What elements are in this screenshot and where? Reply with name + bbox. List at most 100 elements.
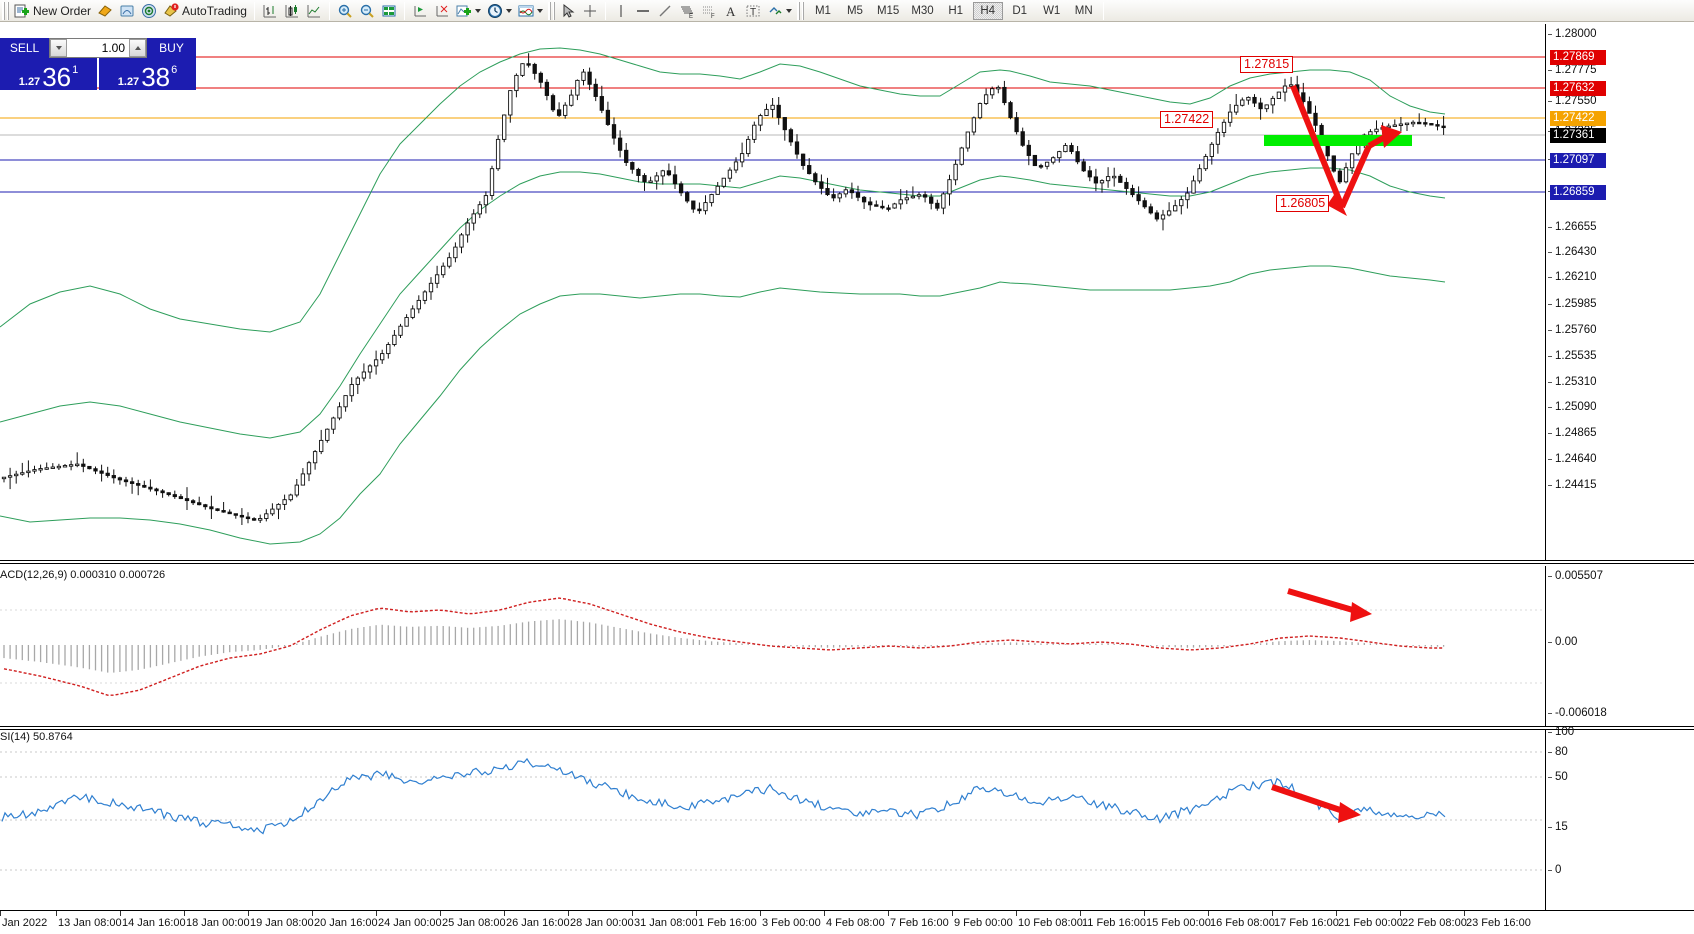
timeframe-m1[interactable]: M1 <box>814 4 831 17</box>
new-order-label: New Order <box>33 3 92 18</box>
fibonacci-icon[interactable]: E <box>676 1 698 21</box>
autotrading-icon[interactable]: AutoTrading <box>160 1 250 21</box>
macd-histogram <box>3 619 1445 673</box>
timeframe-m5[interactable]: M5 <box>846 4 863 17</box>
price-chart-svg <box>0 47 1545 545</box>
signals-icon[interactable] <box>138 1 160 21</box>
buy-price-big: 38 <box>141 62 171 92</box>
buy-price-prefix: 1.27 <box>117 76 140 88</box>
macd-tick-0: 0.005507 <box>1548 570 1603 582</box>
time-label-23: 23 Feb 16:00 <box>1466 917 1531 929</box>
chevron-down-icon-2[interactable] <box>505 8 512 13</box>
periods-icon[interactable] <box>484 1 515 21</box>
sell-price-display[interactable]: 1.27 36 1 <box>0 58 97 90</box>
horizontal-line-icon[interactable] <box>632 1 654 21</box>
crosshair-icon[interactable] <box>579 1 601 21</box>
metaeditor-icon[interactable] <box>94 1 116 21</box>
objects-list-icon[interactable] <box>764 1 795 21</box>
timeframe-w1[interactable]: W1 <box>1043 4 1061 17</box>
annotation-low[interactable]: 1.26805 <box>1276 195 1330 212</box>
sell-price-fraction: 1 <box>72 64 79 76</box>
chevron-down-icon[interactable] <box>474 8 481 13</box>
zoom-in-icon[interactable] <box>334 1 356 21</box>
time-label-12: 3 Feb 00:00 <box>762 917 821 929</box>
time-tick-5 <box>312 911 313 916</box>
main-toolbar: New Order AutoTrading <box>0 0 1694 22</box>
price-level-label-1.27097[interactable]: 1.27097 <box>1550 153 1606 168</box>
volume-decrease-button[interactable] <box>50 39 67 57</box>
time-tick-6 <box>376 911 377 916</box>
svg-text:E: E <box>689 14 693 19</box>
price-tick-12: 1.25310 <box>1548 376 1597 388</box>
time-tick-12 <box>760 911 761 916</box>
macd-tick-1: 0.00 <box>1548 636 1577 648</box>
annotation-mid[interactable]: 1.27422 <box>1160 111 1214 128</box>
time-label-7: 25 Jan 08:00 <box>442 917 506 929</box>
timeframe-h4[interactable]: H4 <box>972 1 1003 20</box>
red-down-arrow-rsi <box>1271 784 1361 823</box>
timeframe-mn[interactable]: MN <box>1074 4 1093 17</box>
equidistant-channel-icon[interactable]: F <box>698 1 720 21</box>
price-chart-pane[interactable] <box>0 24 1545 545</box>
buy-price-display[interactable]: 1.27 38 6 <box>99 58 196 90</box>
time-tick-9 <box>568 911 569 916</box>
sell-button[interactable]: SELL <box>0 38 49 58</box>
timeframe-h1[interactable]: H1 <box>948 4 964 17</box>
timeframe-m15[interactable]: M15 <box>876 4 900 17</box>
buy-button[interactable]: BUY <box>147 38 196 58</box>
line-chart-icon[interactable] <box>303 1 325 21</box>
macd-chart-svg <box>0 588 1545 696</box>
one-click-trading-panel[interactable]: SELL 1.00 BUY 1.27 36 1 1.27 38 6 <box>0 38 196 90</box>
chart-shift-icon[interactable] <box>409 1 431 21</box>
rsi-tick-4: 0 <box>1548 864 1561 876</box>
toolbar-grip-3[interactable] <box>796 1 804 20</box>
time-label-4: 19 Jan 08:00 <box>250 917 314 929</box>
price-level-label-1.27422[interactable]: 1.27422 <box>1550 111 1606 126</box>
rsi-pane[interactable] <box>0 730 1545 910</box>
price-tick-0: 1.28000 <box>1548 28 1597 40</box>
candlestick-chart-icon[interactable] <box>281 1 303 21</box>
timeframe-m30[interactable]: M30 <box>911 4 934 17</box>
time-label-1: 13 Jan 08:00 <box>58 917 122 929</box>
expert-advisors-icon[interactable] <box>116 1 138 21</box>
data-window-icon[interactable] <box>378 1 400 21</box>
new-order-icon[interactable]: New Order <box>11 1 94 21</box>
macd-pane[interactable] <box>0 568 1545 724</box>
time-label-17: 11 Feb 16:00 <box>1082 917 1147 929</box>
trendline-icon[interactable] <box>654 1 676 21</box>
timeframe-d1[interactable]: D1 <box>1012 4 1028 17</box>
templates-icon[interactable] <box>515 1 546 21</box>
toolbar-grip-2[interactable] <box>547 1 555 20</box>
volume-stepper[interactable]: 1.00 <box>49 38 147 58</box>
vertical-line-icon[interactable] <box>610 1 632 21</box>
price-scale[interactable]: 1.280001.277751.275501.273251.270971.268… <box>1545 24 1694 560</box>
cursor-icon[interactable] <box>557 1 579 21</box>
chevron-down-icon-3[interactable] <box>536 8 543 13</box>
price-tick-10: 1.25760 <box>1548 324 1597 336</box>
auto-scroll-icon[interactable] <box>431 1 453 21</box>
price-level-label-1.27361[interactable]: 1.27361 <box>1550 128 1606 143</box>
price-tick-6: 1.26655 <box>1548 221 1597 233</box>
time-label-14: 7 Feb 16:00 <box>890 917 949 929</box>
price-level-label-1.26859[interactable]: 1.26859 <box>1550 185 1606 200</box>
volume-input[interactable]: 1.00 <box>101 41 125 55</box>
price-level-label-1.27869[interactable]: 1.27869 <box>1550 50 1606 65</box>
price-tick-8: 1.26210 <box>1548 271 1597 283</box>
volume-increase-button[interactable] <box>129 39 146 57</box>
macd-indicator-label: ACD(12,26,9) 0.000310 0.000726 <box>0 569 166 581</box>
price-level-label-1.27632[interactable]: 1.27632 <box>1550 81 1606 96</box>
zoom-out-icon[interactable] <box>356 1 378 21</box>
toolbar-separator <box>253 1 255 20</box>
text-label-icon[interactable]: T <box>742 1 764 21</box>
rsi-scale: 100 80 50 15 0 <box>1545 726 1694 910</box>
bar-chart-icon[interactable] <box>259 1 281 21</box>
indicators-icon[interactable] <box>453 1 484 21</box>
annotation-high[interactable]: 1.27815 <box>1240 56 1294 73</box>
text-icon[interactable]: A <box>720 1 742 21</box>
price-tick-14: 1.24865 <box>1548 427 1597 439</box>
chevron-down-icon-4[interactable] <box>785 8 792 13</box>
time-label-5: 20 Jan 16:00 <box>314 917 378 929</box>
rsi-tick-2: 50 <box>1548 771 1568 783</box>
buy-price-fraction: 6 <box>171 64 178 76</box>
toolbar-grip[interactable] <box>2 1 9 20</box>
